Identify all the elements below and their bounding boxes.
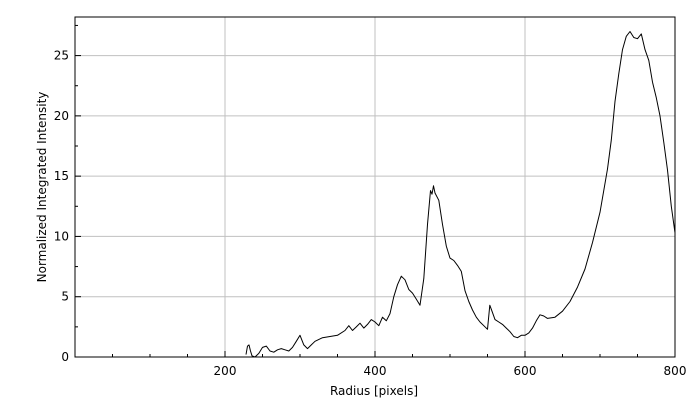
y-tick-label: 20 [54,109,69,123]
y-tick-label: 0 [61,350,69,364]
x-tick-label: 600 [514,364,537,378]
x-axis-label: Radius [pixels] [330,384,418,398]
y-tick-label: 10 [54,229,69,243]
x-tick-label: 200 [214,364,237,378]
y-tick-label: 5 [61,290,69,304]
y-tick-label: 25 [54,49,69,63]
y-axis-label: Normalized Integrated Intensity [35,92,49,283]
axis-ticks [75,24,676,358]
grid-lines [75,17,675,357]
tick-labels: 200 400 600 800 0 5 10 15 20 25 [54,49,687,378]
x-tick-label: 400 [364,364,387,378]
x-tick-label: 800 [664,364,687,378]
y-tick-label: 15 [54,169,69,183]
series-line [245,31,676,358]
